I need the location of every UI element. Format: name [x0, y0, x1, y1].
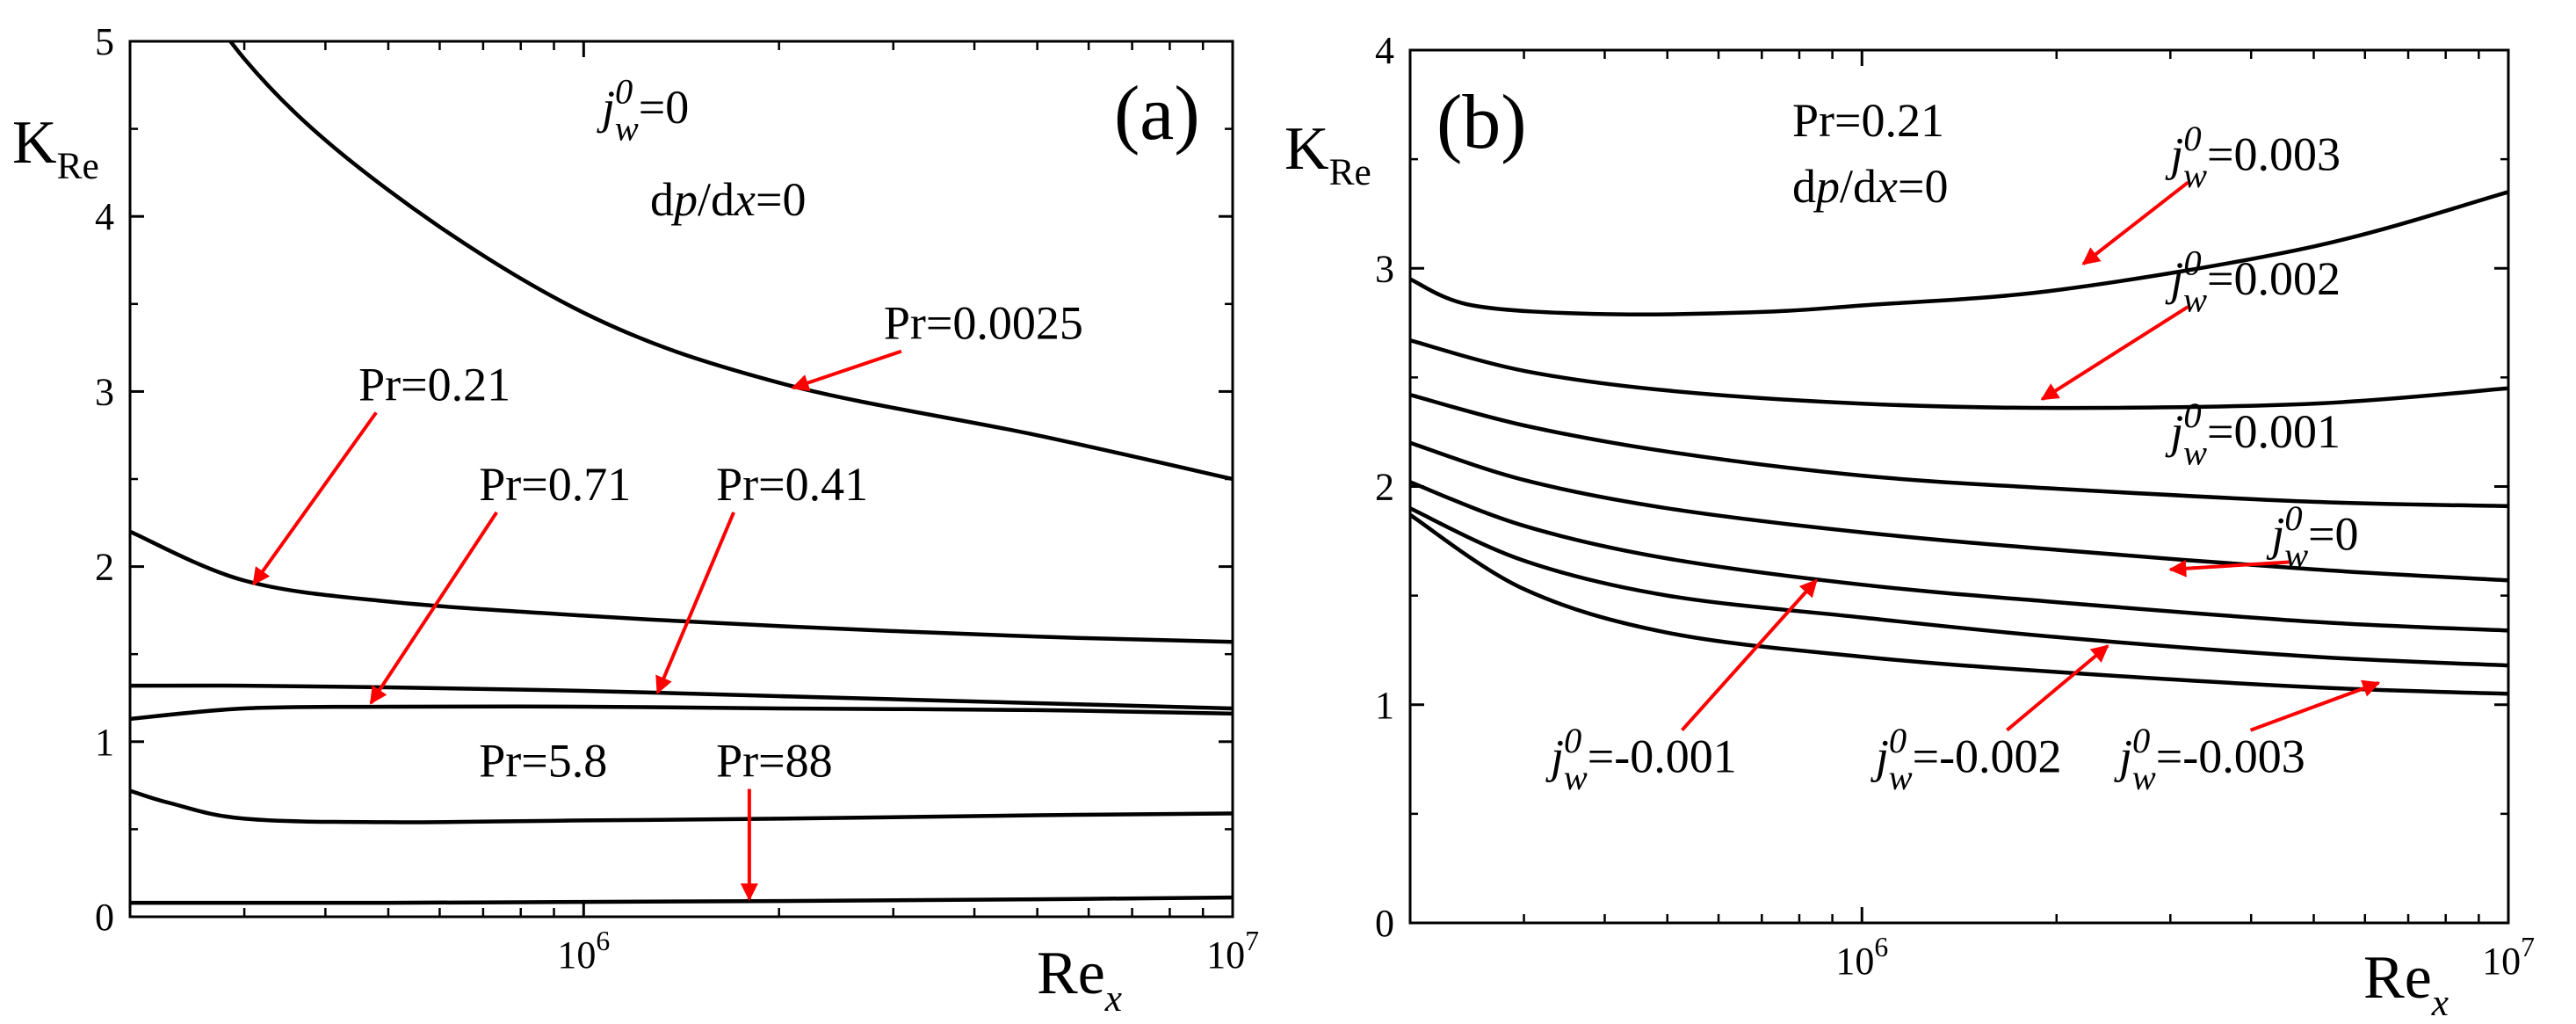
series-line	[1410, 512, 2508, 696]
panel-label: (a)	[1114, 71, 1200, 156]
annotation-dpdx: dp/dx=0	[1792, 160, 1948, 213]
series-group	[1410, 190, 2508, 696]
red-arrow	[369, 511, 498, 705]
series-label: Pr=5.8	[479, 735, 607, 788]
series-line	[228, 41, 1233, 482]
y-tick-label: 1	[1375, 684, 1394, 727]
series-label: j0 w=0.002	[2165, 243, 2341, 319]
panel-label: (b)	[1436, 80, 1527, 165]
y-tick-label: 4	[95, 195, 114, 238]
y-tick-label: 3	[95, 370, 114, 413]
series-label: Pr=0.0025	[884, 297, 1083, 350]
series-label: Pr=0.21	[358, 358, 510, 410]
red-arrow	[2249, 679, 2381, 732]
y-tick-label: 2	[95, 546, 114, 589]
panel-a-chart: 0 1 2 3 4 5 106 107 KRe Rex (a) j0 w=0 dp/dx=0 Pr=0.00…	[12, 20, 1259, 1020]
y-axis-label: KRe	[1284, 115, 1371, 193]
annotation-jw: j0 w=0	[597, 71, 689, 148]
x-tick-label: 107	[1206, 926, 1259, 977]
x-tick-label: 106	[1835, 932, 1888, 983]
series-group	[130, 41, 1233, 905]
series-label: j0 w=0	[2266, 498, 2358, 575]
series-line	[1410, 338, 2508, 410]
red-arrow	[1681, 578, 1818, 732]
series-line	[1410, 440, 2508, 583]
series-line	[130, 683, 1233, 711]
annotation-dpdx: dp/dx=0	[650, 173, 806, 226]
series-label: j0 w=0.001	[2165, 396, 2341, 472]
x-tick-label: 106	[557, 926, 610, 977]
series-line	[130, 529, 1233, 644]
series-line	[1410, 480, 2508, 633]
series-line	[130, 704, 1233, 722]
red-arrow	[2168, 559, 2290, 577]
series-label: Pr=88	[716, 735, 832, 788]
series-line	[130, 788, 1233, 824]
x-tick-label: 107	[2482, 932, 2535, 983]
series-label: j0 w=0.003	[2165, 119, 2341, 195]
x-axis-label: Rex	[2363, 944, 2449, 1024]
series-label: Pr=0.71	[479, 458, 631, 511]
series-label: j0 w=-0.002	[1870, 721, 2062, 797]
red-arrow	[655, 512, 735, 694]
y-tick-label: 5	[95, 20, 114, 63]
series-line	[1410, 506, 2508, 668]
panel-b-chart: 0 1 2 3 4 106 107 KRe Rex (b) Pr=0.21 dp/dx=0 j0 w=0.…	[1284, 29, 2535, 1024]
series-line	[1410, 190, 2508, 317]
x-axis-label: Rex	[1037, 940, 1122, 1020]
y-tick-label: 2	[1375, 466, 1394, 509]
red-arrow	[2081, 180, 2189, 265]
y-axis-label: KRe	[12, 109, 99, 187]
series-label: j0 w=-0.003	[2114, 721, 2305, 797]
series-line	[1410, 393, 2508, 509]
series-label: j0 w=-0.001	[1545, 721, 1737, 797]
red-arrow	[251, 411, 378, 586]
series-line	[130, 895, 1233, 905]
red-arrow	[791, 349, 902, 392]
y-tick-label: 0	[1375, 902, 1394, 945]
series-label: Pr=0.41	[716, 458, 868, 511]
y-tick-label: 3	[1375, 247, 1394, 290]
red-arrow	[2006, 644, 2109, 732]
annotation-text: Pr=0.21	[1792, 94, 1944, 147]
y-tick-label: 1	[95, 721, 114, 764]
red-arrow	[2040, 305, 2189, 401]
y-tick-label: 4	[1375, 29, 1394, 72]
y-tick-label: 0	[95, 896, 114, 939]
